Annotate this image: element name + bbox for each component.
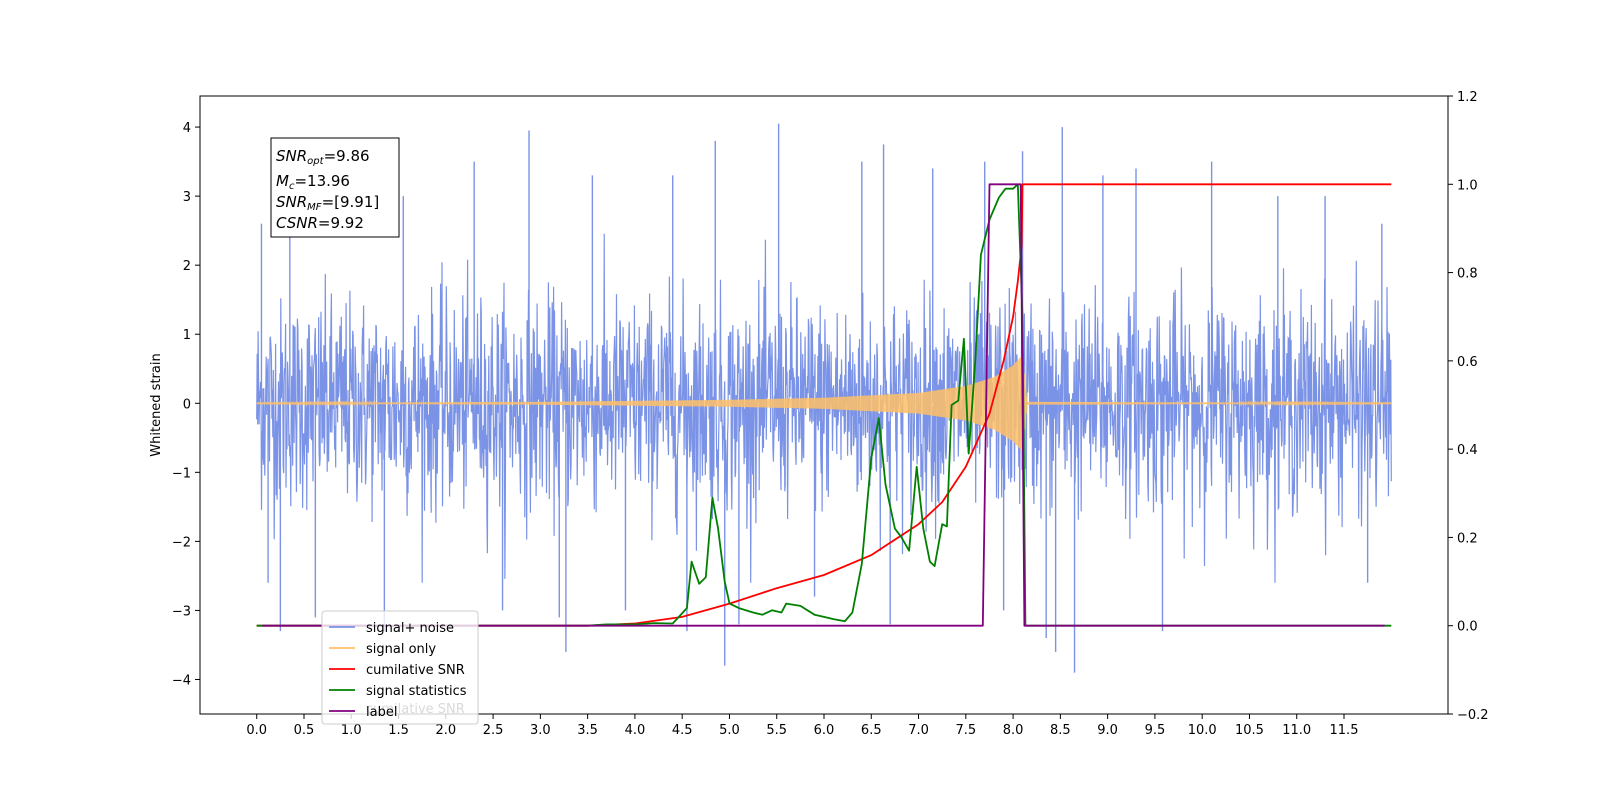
x-tick-label: 10.5 (1235, 723, 1264, 738)
y2-tick-label: 0.0 (1457, 620, 1478, 635)
x-tick-label: 8.0 (1003, 723, 1024, 738)
x-tick-label: 2.0 (435, 723, 456, 738)
y2-tick-label: 0.8 (1457, 267, 1478, 282)
x-tick-label: 1.5 (388, 723, 409, 738)
series-label (262, 183, 1385, 627)
mc-label: Mc=13.96 (276, 172, 350, 192)
legend-box (321, 610, 479, 725)
x-tick-label: 10.0 (1188, 723, 1217, 738)
x-tick-label: 4.0 (625, 723, 646, 738)
y-tick-label: 1 (183, 328, 191, 343)
legend-label: signal+ noise (366, 621, 454, 636)
y-tick-label: 0 (183, 397, 191, 412)
series-layer (256, 123, 1392, 673)
y-tick-label: −4 (172, 673, 191, 688)
series-cumilative-snr (256, 183, 1392, 627)
x-tick-label: 11.5 (1330, 723, 1359, 738)
snr-opt-value: 9.86 (336, 147, 369, 165)
series-signal-statistics (256, 183, 1392, 627)
legend: cumilative SNR signal+ noise signal only c… (321, 610, 479, 725)
legend-label: signal statistics (366, 684, 467, 699)
legend-ghost-text: cumilative SNR (366, 702, 465, 717)
x-tick-label: 0.0 (246, 723, 267, 738)
y-tick-label: 2 (183, 259, 191, 274)
noise-spikes (260, 123, 1383, 673)
snr-mf-label: SNRMF=[9.91] (276, 193, 379, 213)
x-tick-label: 5.5 (766, 723, 787, 738)
legend-label: signal only (366, 642, 436, 657)
x-tick-label: 4.5 (672, 723, 693, 738)
y-axis-right: −0.2 0.0 0.2 0.4 0.6 0.8 1.0 1.2 (1448, 90, 1489, 723)
x-tick-label: 3.0 (530, 723, 551, 738)
y2-tick-label: 0.6 (1457, 355, 1478, 370)
x-tick-label: 0.5 (294, 723, 315, 738)
x-tick-label: 9.0 (1097, 723, 1118, 738)
x-tick-label: 5.0 (719, 723, 740, 738)
annotation-box (270, 137, 400, 238)
y-tick-label: −3 (172, 604, 191, 619)
y-tick-label: 4 (183, 121, 191, 136)
metrics-annotation: SNRopt=9.86 Mc=13.96 SNRMF=[9.91] CSNR=9… (270, 137, 400, 238)
series-signal-only (256, 355, 1392, 452)
y-tick-label: −1 (172, 466, 191, 481)
x-tick-label: 7.5 (955, 723, 976, 738)
y2-tick-label: 0.2 (1457, 531, 1478, 546)
csnr-label: CSNR=9.92 (276, 214, 364, 232)
x-axis: 0.0 0.5 1.0 1.5 2.0 2.5 3.0 3.5 4.0 4.5 5.0 5.5 6.0 6… (246, 714, 1358, 738)
x-tick-label: 8.5 (1050, 723, 1071, 738)
snr-mf-value: [9.91] (334, 193, 379, 211)
y2-tick-label: −0.2 (1457, 708, 1489, 723)
y-tick-label: −2 (172, 535, 191, 550)
x-tick-label: 1.0 (341, 723, 362, 738)
y2-tick-label: 1.2 (1457, 90, 1478, 105)
x-tick-label: 3.5 (577, 723, 598, 738)
legend-label: cumilative SNR (366, 663, 465, 678)
x-tick-label: 6.0 (814, 723, 835, 738)
y-tick-label: 3 (183, 190, 191, 205)
x-tick-label: 2.5 (483, 723, 504, 738)
legend-label: label (366, 705, 397, 720)
snr-opt-label: SNRopt=9.86 (276, 147, 370, 167)
x-tick-label: 11.0 (1282, 723, 1311, 738)
y2-tick-label: 0.4 (1457, 443, 1478, 458)
csnr-value: 9.92 (331, 214, 364, 232)
x-tick-label: 7.0 (908, 723, 929, 738)
mc-value: 13.96 (307, 172, 350, 190)
y2-tick-label: 1.0 (1457, 178, 1478, 193)
legend-entries: signal+ noise signal only cumilative SNR si… (329, 621, 467, 720)
x-tick-label: 9.5 (1145, 723, 1166, 738)
series-signal-noise (256, 233, 1392, 583)
y-axis-left: −4 −3 −2 −1 0 1 2 3 4 (172, 121, 200, 688)
x-tick-label: 6.5 (861, 723, 882, 738)
y-axis-title: Whitened strain (149, 353, 164, 456)
